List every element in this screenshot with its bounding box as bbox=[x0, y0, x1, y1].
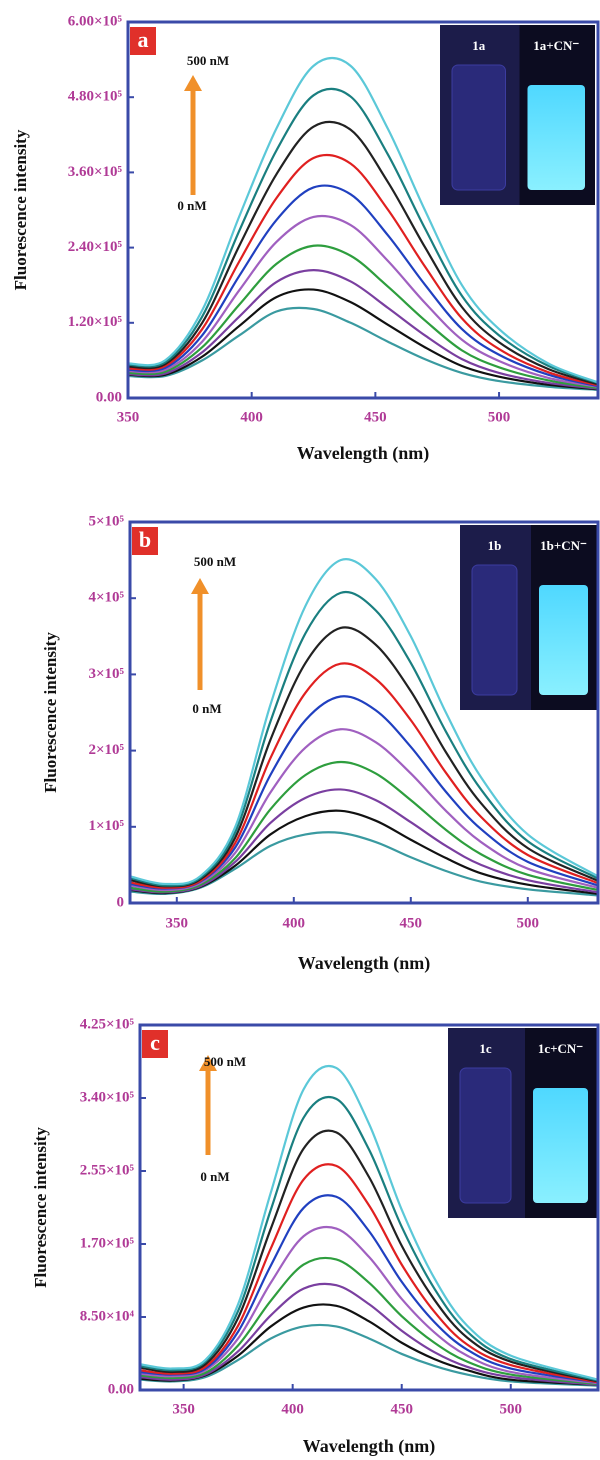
inset-label: 1a bbox=[472, 38, 486, 53]
x-tick-label: 500 bbox=[517, 915, 540, 931]
y-tick-label: 0 bbox=[117, 894, 125, 910]
y-tick-label: 1×10⁵ bbox=[88, 818, 124, 834]
y-tick-label: 1.20×10⁵ bbox=[68, 314, 123, 330]
y-tick-label: 0.00 bbox=[108, 1381, 134, 1397]
vial-glow bbox=[527, 85, 585, 190]
spectrum-line bbox=[130, 788, 598, 894]
y-tick-label: 8.50×10⁴ bbox=[80, 1308, 135, 1324]
y-tick-label: 1.70×10⁵ bbox=[80, 1235, 135, 1251]
inset-label: 1a+CN⁻ bbox=[533, 38, 579, 53]
x-tick-label: 450 bbox=[400, 915, 423, 931]
panel-letter-box bbox=[132, 527, 158, 555]
annotation: 0 nM bbox=[177, 198, 206, 213]
x-tick-label: 500 bbox=[488, 409, 511, 425]
x-axis-label: Wavelength (nm) bbox=[298, 953, 431, 974]
panel-letter: c bbox=[150, 1030, 160, 1055]
y-tick-label: 2.55×10⁵ bbox=[80, 1162, 135, 1178]
annotation: 0 nM bbox=[192, 701, 221, 716]
spectrum-line bbox=[130, 558, 598, 886]
annotation: 0 nM bbox=[200, 1169, 229, 1184]
y-tick-label: 2×10⁵ bbox=[88, 742, 124, 758]
panel-letter: b bbox=[139, 527, 151, 552]
spectrum-line bbox=[128, 269, 598, 390]
spectrum-line bbox=[130, 662, 598, 889]
inset-label: 1c bbox=[479, 1041, 492, 1056]
plot-frame bbox=[128, 520, 600, 905]
spectrum-line bbox=[128, 153, 598, 387]
spectrum-line bbox=[140, 1225, 598, 1385]
y-tick-label: 5×10⁵ bbox=[88, 513, 124, 529]
x-tick-label: 450 bbox=[390, 1401, 413, 1417]
spectrum-line bbox=[140, 1064, 598, 1381]
panel-letter-box bbox=[142, 1030, 168, 1058]
y-tick-label: 4×10⁵ bbox=[88, 590, 124, 606]
vial-dim bbox=[471, 564, 518, 696]
annotation: 500 nM bbox=[187, 53, 229, 68]
spectrum-line bbox=[128, 87, 598, 385]
y-tick-label: 6.00×10⁵ bbox=[68, 13, 123, 29]
spectrum-line bbox=[130, 695, 598, 890]
vial-dim bbox=[459, 1067, 512, 1204]
x-tick-label: 400 bbox=[240, 409, 263, 425]
spectrum-line bbox=[128, 288, 598, 391]
x-tick-label: 400 bbox=[281, 1401, 304, 1417]
spectrum-line bbox=[140, 1095, 598, 1382]
spectrum-line bbox=[130, 728, 598, 892]
x-tick-label: 400 bbox=[283, 915, 306, 931]
inset-label: 1b bbox=[488, 538, 502, 553]
spectrum-line bbox=[128, 306, 598, 391]
plot-frame bbox=[126, 20, 600, 400]
vial-glow bbox=[533, 1088, 588, 1203]
y-tick-label: 3.40×10⁵ bbox=[80, 1089, 135, 1105]
spectrum-line bbox=[140, 1163, 598, 1384]
vial-dim bbox=[451, 64, 506, 191]
plot-frame bbox=[138, 1023, 600, 1392]
spectrum-line bbox=[128, 184, 598, 388]
x-tick-label: 500 bbox=[500, 1401, 523, 1417]
x-tick-label: 350 bbox=[117, 409, 140, 425]
spectrum-line bbox=[130, 590, 598, 887]
spectrum-line bbox=[140, 1129, 598, 1383]
spectrum-line bbox=[128, 214, 598, 388]
spectrum-line bbox=[128, 56, 598, 384]
arrow-head bbox=[199, 1055, 217, 1071]
x-axis-label: Wavelength (nm) bbox=[297, 443, 430, 464]
spectrum-line bbox=[140, 1323, 598, 1387]
arrow-head bbox=[191, 578, 209, 594]
vial-glow bbox=[539, 585, 588, 695]
x-axis-label: Wavelength (nm) bbox=[303, 1436, 436, 1457]
y-axis-label: Fluorescence intensity bbox=[31, 1127, 50, 1288]
annotation: 500 nM bbox=[194, 554, 236, 569]
x-tick-label: 350 bbox=[172, 1401, 195, 1417]
panel-letter-box bbox=[130, 27, 156, 55]
annotation: 500 nM bbox=[204, 1054, 246, 1069]
y-tick-label: 3×10⁵ bbox=[88, 666, 124, 682]
arrow-head bbox=[184, 75, 202, 91]
inset-label: 1c+CN⁻ bbox=[538, 1041, 583, 1056]
y-axis-label: Fluorescence intensity bbox=[11, 129, 30, 290]
panel: 1c 1c+CN⁻ 0.00 8.50×10⁴ 1.70×10⁵ 2.55×10⁵ 3.40… bbox=[31, 1016, 600, 1457]
panel: 1a 1a+CN⁻ 0.00 1.20×10⁵ 2.40×10⁵ 3.60×10⁵ 4.80… bbox=[11, 13, 600, 464]
y-tick-label: 0.00 bbox=[96, 389, 122, 405]
inset-label: 1b+CN⁻ bbox=[540, 538, 587, 553]
x-tick-label: 450 bbox=[364, 409, 387, 425]
y-tick-label: 4.25×10⁵ bbox=[80, 1016, 135, 1032]
spectrum-line bbox=[140, 1256, 598, 1386]
panel: 1b 1b+CN⁻ 0 1×10⁵ 2×10⁵ 3×10⁵ 4×10⁵ 5×10⁵ 350 400… bbox=[41, 513, 600, 974]
y-tick-label: 3.60×10⁵ bbox=[68, 164, 123, 180]
spectrum-line bbox=[130, 626, 598, 888]
x-tick-label: 350 bbox=[166, 915, 189, 931]
y-tick-label: 2.40×10⁵ bbox=[68, 239, 123, 255]
spectrum-line bbox=[140, 1282, 598, 1386]
spectrum-line bbox=[128, 244, 598, 390]
spectrum-line bbox=[128, 120, 598, 386]
panel-letter: a bbox=[138, 27, 149, 52]
spectrum-line bbox=[130, 760, 598, 893]
y-axis-label: Fluorescence intensity bbox=[41, 632, 60, 793]
spectrum-line bbox=[140, 1194, 598, 1384]
y-tick-label: 4.80×10⁵ bbox=[68, 89, 123, 105]
